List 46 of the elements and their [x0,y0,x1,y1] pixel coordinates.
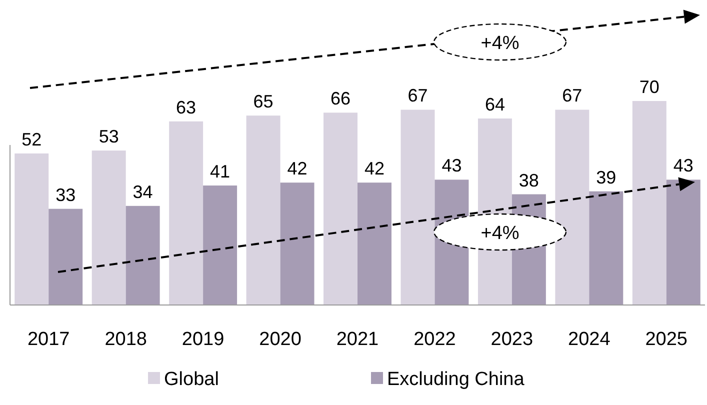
x-tick-label: 2025 [645,329,688,350]
data-label: 41 [210,162,230,182]
annotation: +4% [480,223,520,244]
x-tick-label: 2023 [490,329,534,350]
bar [666,180,700,305]
text: +4% [480,33,520,54]
x-tick-label: 2017 [27,329,70,350]
data-label: 43 [442,156,462,176]
bar [555,110,590,305]
bar [246,116,280,305]
bar [14,153,49,305]
bar [92,150,126,305]
bar [400,110,435,305]
legend-label: Global [164,369,219,390]
bar [126,206,160,305]
bar [589,191,624,305]
bar [203,186,238,305]
data-label: 42 [287,158,308,179]
x-tick-label: 2022 [414,329,456,350]
bar [48,208,83,305]
data-label: 33 [56,184,76,205]
data-label: 52 [22,129,42,150]
data-label: 42 [364,158,385,179]
data-label: 43 [673,156,694,176]
data-label: 34 [132,182,153,202]
x-tick-label: 2018 [104,329,147,350]
x-tick-label: 2019 [182,329,224,350]
x-tick-label: 2021 [336,329,379,350]
x-tick-label: 2020 [259,329,302,350]
data-label: 64 [484,94,505,114]
bar [280,182,314,305]
bar [358,182,392,305]
data-label: 67 [408,86,428,106]
bar [324,112,358,305]
bar [169,121,204,305]
data-label: 53 [98,126,119,147]
data-label: 70 [639,77,660,97]
data-label: 65 [253,92,274,112]
data-label: 67 [562,86,582,106]
data-label: 63 [176,97,196,118]
bar [632,101,666,305]
data-label: 66 [330,88,351,109]
data-label: 39 [596,167,616,188]
x-tick-label: 2024 [568,329,611,350]
legend-label: Excluding China [387,369,525,390]
data-label: 38 [518,170,539,190]
